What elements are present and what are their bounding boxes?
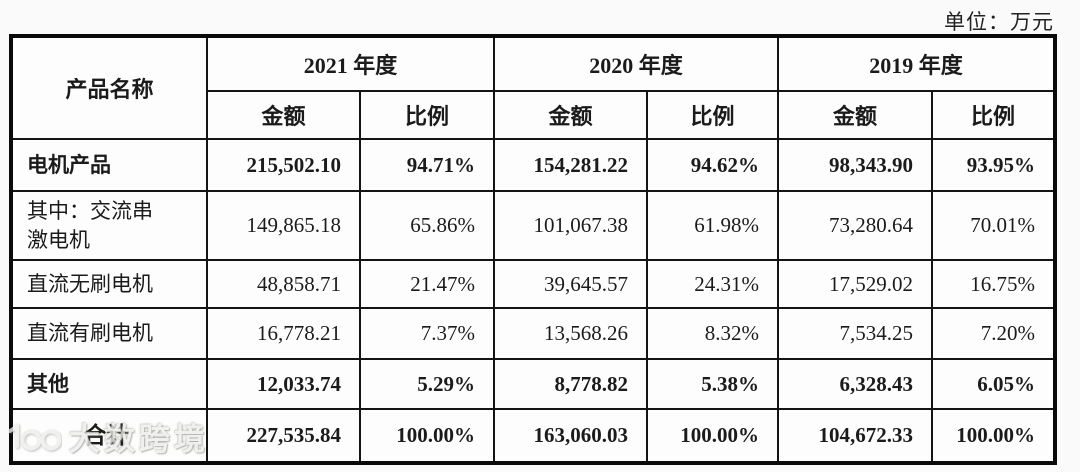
cell-amount-2019: 7,534.25 bbox=[777, 307, 934, 360]
cell-ratio-2019: 100.00% bbox=[931, 408, 1057, 464]
table-row-dc-brushed-motor: 直流有刷电机 16,778.21 7.37% 13,568.26 8.32% 7… bbox=[10, 307, 1057, 360]
unit-label: 单位：万元 bbox=[944, 10, 1054, 34]
column-header-amount-2019: 金额 bbox=[777, 90, 934, 140]
cell-ratio-2021: 5.29% bbox=[358, 358, 496, 410]
cell-amount-2021: 215,502.10 bbox=[206, 138, 361, 192]
cell-amount-2020: 154,281.22 bbox=[493, 138, 649, 192]
column-header-ratio-2019: 比例 bbox=[931, 90, 1057, 140]
column-header-amount-2021: 金额 bbox=[206, 90, 361, 140]
cell-amount-2020: 39,645.57 bbox=[493, 259, 649, 309]
cell-ratio-2021: 21.47% bbox=[358, 259, 496, 309]
column-header-year-2021: 2021 年度 bbox=[205, 35, 496, 92]
cell-amount-2020: 101,067.38 bbox=[493, 190, 649, 261]
row-label: 电机产品 bbox=[10, 138, 208, 192]
cell-ratio-2020: 61.98% bbox=[646, 190, 780, 261]
header-row-years: 产品名称 2021 年度 2020 年度 2019 年度 bbox=[10, 35, 1057, 140]
cell-ratio-2021: 7.37% bbox=[358, 307, 496, 360]
cell-amount-2019: 98,343.90 bbox=[777, 138, 934, 192]
table-row-motor-products: 电机产品 215,502.10 94.71% 154,281.22 94.62%… bbox=[10, 138, 1057, 192]
cell-amount-2019: 104,672.33 bbox=[777, 408, 934, 464]
product-revenue-table: 产品名称 2021 年度 2020 年度 2019 年度 金额 比例 金额 比例… bbox=[9, 34, 1058, 465]
cell-ratio-2020: 100.00% bbox=[646, 408, 780, 464]
header-row-subcolumns: 金额 比例 金额 比例 金额 比例 bbox=[11, 90, 1057, 140]
cell-ratio-2020: 24.31% bbox=[646, 259, 780, 309]
cell-amount-2021: 48,858.71 bbox=[206, 259, 361, 309]
column-header-ratio-2021: 比例 bbox=[358, 90, 496, 140]
cell-amount-2019: 73,280.64 bbox=[777, 190, 934, 261]
table-row-ac-series-motor: 其中：交流串 激电机 149,865.18 65.86% 101,067.38 … bbox=[10, 190, 1057, 261]
cell-ratio-2019: 7.20% bbox=[931, 307, 1057, 360]
cell-amount-2020: 8,778.82 bbox=[493, 358, 649, 410]
row-label: 直流有刷电机 bbox=[10, 307, 208, 360]
column-header-year-2020: 2020 年度 bbox=[493, 35, 780, 92]
cell-ratio-2019: 6.05% bbox=[931, 358, 1057, 410]
column-header-product-name: 产品名称 bbox=[10, 35, 208, 140]
cell-amount-2021: 16,778.21 bbox=[206, 307, 361, 360]
row-label: 合计 bbox=[10, 408, 208, 464]
row-label: 其中：交流串 激电机 bbox=[10, 190, 208, 261]
column-header-ratio-2020: 比例 bbox=[646, 90, 780, 140]
row-label: 直流无刷电机 bbox=[10, 259, 208, 309]
table-row-others: 其他 12,033.74 5.29% 8,778.82 5.38% 6,328.… bbox=[10, 358, 1057, 410]
cell-ratio-2021: 94.71% bbox=[358, 138, 496, 192]
cell-amount-2021: 227,535.84 bbox=[206, 408, 361, 464]
cell-amount-2020: 13,568.26 bbox=[493, 307, 649, 360]
cell-ratio-2019: 16.75% bbox=[931, 259, 1057, 309]
column-header-year-2019: 2019 年度 bbox=[777, 35, 1057, 92]
cell-amount-2019: 17,529.02 bbox=[777, 259, 934, 309]
cell-ratio-2021: 100.00% bbox=[358, 408, 496, 464]
cell-amount-2021: 149,865.18 bbox=[206, 190, 361, 261]
table-row-total: 合计 227,535.84 100.00% 163,060.03 100.00%… bbox=[10, 408, 1057, 464]
cell-amount-2021: 12,033.74 bbox=[206, 358, 361, 410]
cell-ratio-2020: 5.38% bbox=[646, 358, 780, 410]
cell-amount-2019: 6,328.43 bbox=[777, 358, 934, 410]
cell-amount-2020: 163,060.03 bbox=[493, 408, 649, 464]
table-row-dc-brushless-motor: 直流无刷电机 48,858.71 21.47% 39,645.57 24.31%… bbox=[10, 259, 1057, 309]
cell-ratio-2020: 94.62% bbox=[646, 138, 780, 192]
cell-ratio-2019: 70.01% bbox=[931, 190, 1057, 261]
row-label: 其他 bbox=[10, 358, 208, 410]
cell-ratio-2019: 93.95% bbox=[931, 138, 1057, 192]
cell-ratio-2021: 65.86% bbox=[358, 190, 496, 261]
column-header-amount-2020: 金额 bbox=[493, 90, 649, 140]
cell-ratio-2020: 8.32% bbox=[646, 307, 780, 360]
